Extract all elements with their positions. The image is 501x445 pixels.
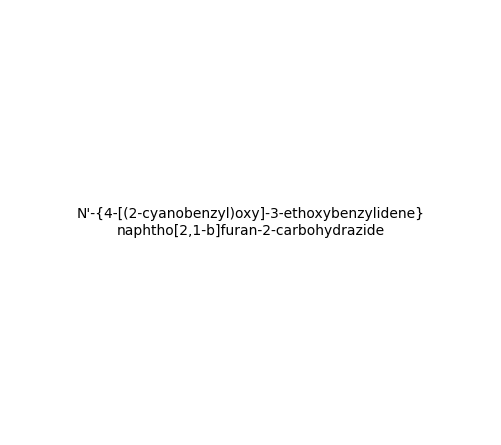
Text: N'-{4-[(2-cyanobenzyl)oxy]-3-ethoxybenzylidene}
naphtho[2,1-b]furan-2-carbohydra: N'-{4-[(2-cyanobenzyl)oxy]-3-ethoxybenzy…	[77, 207, 424, 238]
